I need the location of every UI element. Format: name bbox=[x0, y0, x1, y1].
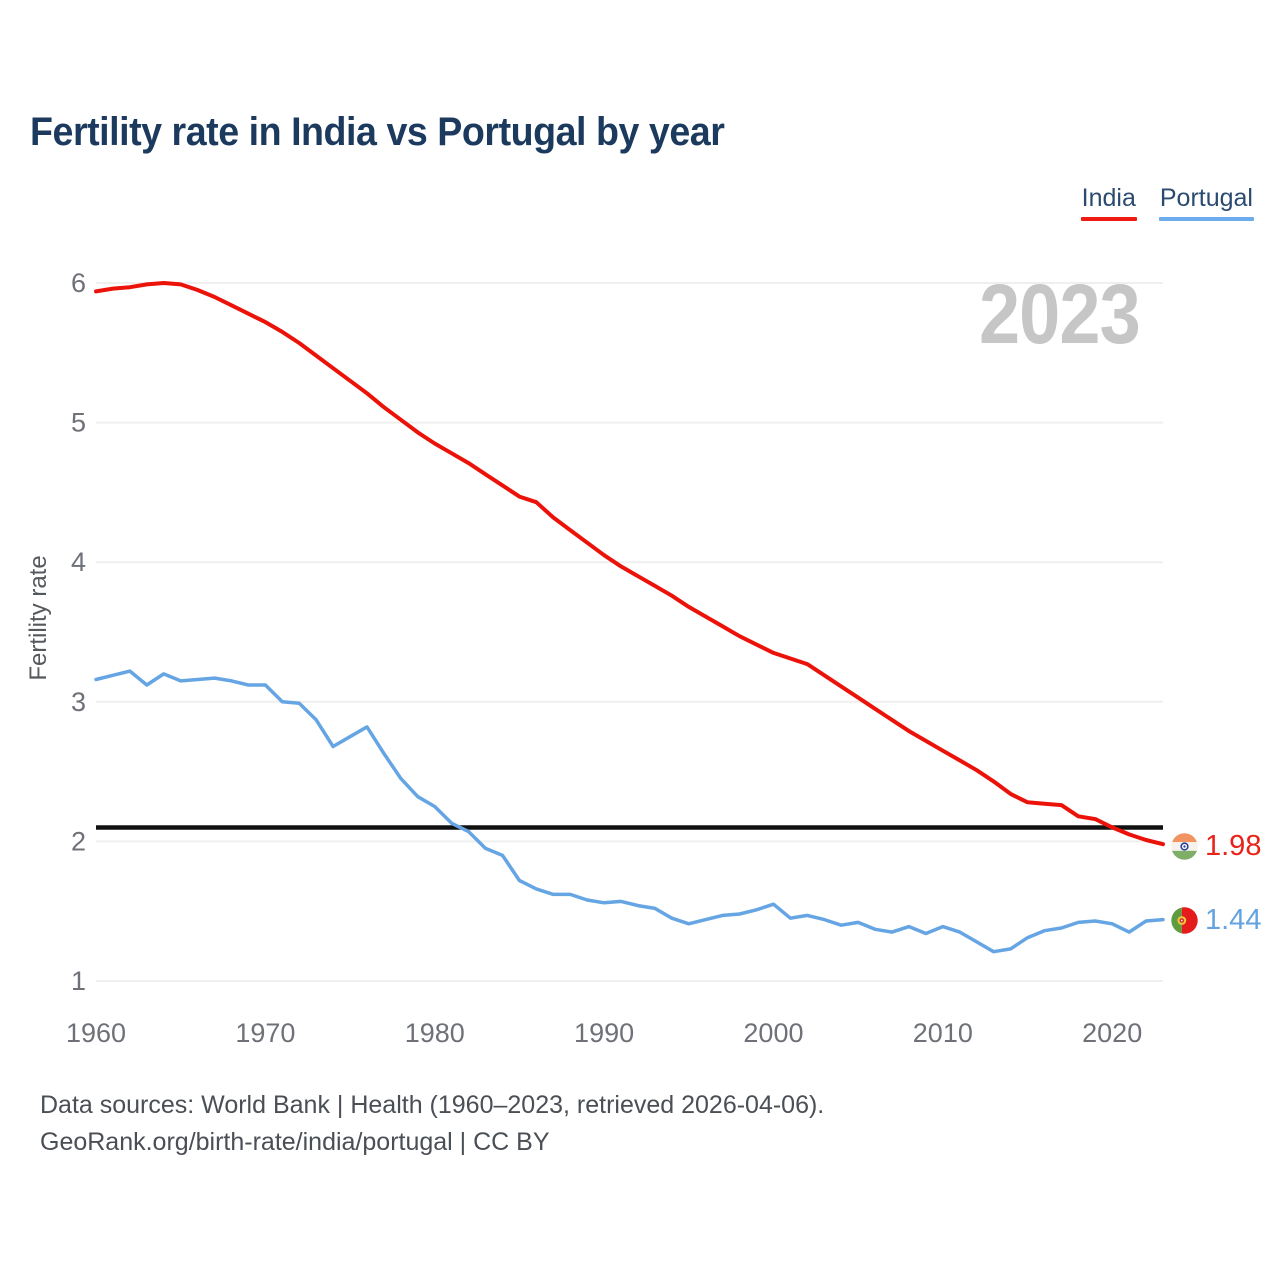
x-tick-label-2020: 2020 bbox=[1082, 1018, 1142, 1048]
x-tick-label-1960: 1960 bbox=[66, 1018, 126, 1048]
x-tick-label-2010: 2010 bbox=[913, 1018, 973, 1048]
y-tick-label-6: 6 bbox=[71, 268, 86, 298]
end-label-portugal: 1.44 bbox=[1171, 904, 1261, 937]
watermark-year: 2023 bbox=[979, 267, 1141, 361]
x-tick-label-1980: 1980 bbox=[405, 1018, 465, 1048]
footer-attribution-line: GeoRank.org/birth-rate/india/portugal | … bbox=[40, 1128, 550, 1156]
legend-underline-india bbox=[1080, 217, 1137, 221]
footer: Data sources: World Bank | Health (1960–… bbox=[40, 1087, 824, 1161]
portugal-end-value: 1.44 bbox=[1205, 904, 1262, 936]
y-axis-label: Fertility rate bbox=[25, 555, 52, 680]
end-label-india: 1.98 bbox=[1171, 830, 1261, 863]
y-tick-label-5: 5 bbox=[71, 408, 86, 438]
legend-item-portugal[interactable]: Portugal bbox=[1158, 184, 1254, 221]
y-tick-label-2: 2 bbox=[71, 826, 86, 856]
y-tick-label-1: 1 bbox=[71, 966, 86, 996]
legend-label-portugal[interactable]: Portugal bbox=[1159, 184, 1253, 212]
portugal-line[interactable] bbox=[94, 669, 1165, 954]
x-tick-label-2000: 2000 bbox=[743, 1018, 803, 1048]
legend: India Portugal bbox=[1080, 184, 1254, 221]
y-tick-label-4: 4 bbox=[71, 547, 86, 577]
portugal-flag-icon bbox=[1171, 907, 1198, 934]
legend-item-india[interactable]: India bbox=[1080, 184, 1137, 221]
x-tick-label-1990: 1990 bbox=[574, 1018, 634, 1048]
india-end-value: 1.98 bbox=[1205, 830, 1262, 862]
legend-underline-portugal bbox=[1158, 217, 1254, 221]
y-tick-label-3: 3 bbox=[71, 687, 86, 717]
footer-sources-line: Data sources: World Bank | Health (1960–… bbox=[40, 1091, 825, 1119]
legend-label-india[interactable]: India bbox=[1081, 184, 1136, 212]
page-title: Fertility rate in India vs Portugal by y… bbox=[30, 110, 725, 154]
x-tick-label-1970: 1970 bbox=[235, 1018, 295, 1048]
india-flag-icon bbox=[1171, 833, 1198, 860]
india-line[interactable] bbox=[94, 281, 1165, 847]
